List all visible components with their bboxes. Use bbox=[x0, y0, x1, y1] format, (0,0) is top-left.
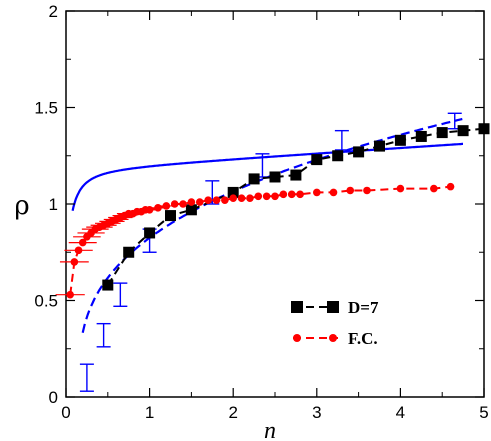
x-tick-label: 0 bbox=[61, 403, 70, 422]
data-point-1 bbox=[430, 184, 438, 193]
data-point-1 bbox=[346, 186, 355, 195]
data-point-1 bbox=[74, 246, 83, 255]
data-point-1 bbox=[154, 204, 162, 212]
data-point-1 bbox=[271, 192, 279, 201]
data-point-0 bbox=[353, 146, 365, 158]
legend-item-d7: D=7 bbox=[291, 298, 379, 317]
data-point-0 bbox=[394, 134, 406, 146]
x-tick-label: 2 bbox=[228, 403, 237, 422]
x-tick-label: 5 bbox=[479, 403, 488, 422]
y-tick-label: 0.5 bbox=[34, 292, 58, 311]
y-axis-title: ρ bbox=[14, 191, 29, 221]
legend-marker-fc-right bbox=[329, 334, 337, 342]
data-point-0 bbox=[185, 204, 197, 216]
data-point-0 bbox=[436, 127, 448, 139]
data-point-0 bbox=[374, 140, 385, 152]
data-point-0 bbox=[102, 279, 114, 291]
legend-label-fc: F.C. bbox=[348, 329, 378, 348]
x-tick-label: 3 bbox=[312, 403, 321, 422]
x-tick-label: 4 bbox=[396, 403, 405, 422]
y-tick-label: 0 bbox=[49, 388, 58, 407]
data-point-0 bbox=[415, 130, 427, 142]
y-tick-label: 1 bbox=[49, 195, 58, 214]
data-point-1 bbox=[287, 190, 296, 199]
data-point-1 bbox=[145, 205, 154, 214]
y-tick-label: 2 bbox=[49, 2, 58, 21]
data-point-0 bbox=[332, 150, 344, 162]
legend-marker-fc-left bbox=[293, 334, 301, 342]
fit-curve-1 bbox=[81, 117, 463, 333]
data-series bbox=[55, 123, 490, 299]
data-point-0 bbox=[227, 186, 239, 198]
data-point-1 bbox=[70, 258, 79, 266]
data-point-1 bbox=[187, 198, 196, 206]
data-point-0 bbox=[269, 171, 281, 183]
legend-marker-d7-right bbox=[327, 301, 339, 313]
data-point-1 bbox=[313, 188, 321, 197]
data-point-0 bbox=[290, 169, 302, 181]
data-point-0 bbox=[457, 125, 469, 137]
data-point-1 bbox=[66, 290, 74, 299]
x-axis-title: n bbox=[264, 418, 276, 441]
fit-curves bbox=[71, 117, 463, 333]
data-point-1 bbox=[246, 194, 254, 203]
data-point-1 bbox=[262, 192, 271, 201]
data-point-1 bbox=[296, 190, 304, 199]
data-point-1 bbox=[78, 238, 87, 247]
data-point-1 bbox=[204, 196, 212, 204]
data-point-1 bbox=[162, 202, 171, 210]
data-point-1 bbox=[195, 198, 204, 206]
data-point-1 bbox=[179, 200, 187, 208]
data-point-1 bbox=[329, 188, 338, 197]
data-point-0 bbox=[248, 173, 260, 185]
data-point-1 bbox=[237, 194, 246, 203]
data-point-0 bbox=[123, 246, 135, 258]
data-point-1 bbox=[229, 194, 237, 203]
data-point-0 bbox=[311, 154, 323, 166]
data-point-0 bbox=[165, 210, 176, 222]
error-bars bbox=[79, 112, 462, 392]
data-point-1 bbox=[363, 186, 371, 195]
legend: D=7 F.C. bbox=[291, 298, 379, 348]
y-tick-label: 1.5 bbox=[34, 99, 58, 118]
data-point-1 bbox=[170, 200, 179, 208]
data-point-0 bbox=[144, 227, 156, 239]
axis-ticks: 0 1 2 3 4 5 0 0.5 1 1.5 2 bbox=[34, 2, 488, 422]
fit-curve-0 bbox=[71, 142, 463, 212]
data-point-0 bbox=[478, 123, 490, 135]
series-line-1 bbox=[69, 185, 451, 295]
plot-border bbox=[65, 10, 485, 398]
legend-marker-d7-left bbox=[291, 301, 303, 313]
data-point-1 bbox=[221, 196, 229, 204]
data-point-1 bbox=[254, 192, 263, 201]
data-point-1 bbox=[279, 190, 288, 199]
data-point-1 bbox=[446, 182, 455, 191]
data-point-1 bbox=[212, 196, 221, 204]
legend-label-d7: D=7 bbox=[348, 298, 379, 317]
x-tick-label: 1 bbox=[145, 403, 154, 422]
legend-item-fc: F.C. bbox=[293, 329, 378, 348]
plot-frame bbox=[65, 10, 485, 398]
data-point-1 bbox=[396, 184, 405, 193]
